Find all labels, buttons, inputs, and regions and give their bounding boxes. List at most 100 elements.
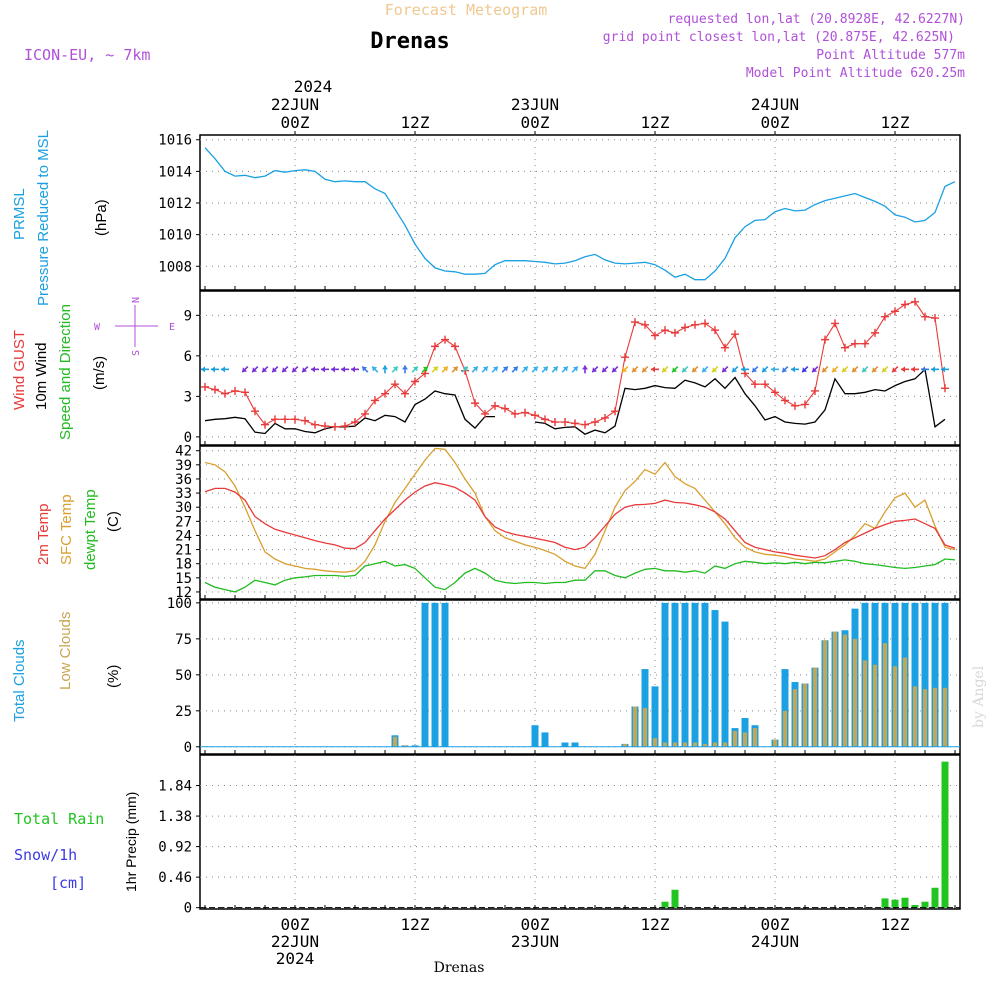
wind-arrow [871, 365, 879, 373]
wind-arrow-head [682, 367, 688, 373]
wind-arrow [651, 366, 659, 373]
wind-arrow-head [782, 367, 788, 373]
meteogram-subtitle: Forecast Meteogram [385, 1, 548, 19]
series-line-sfc-temp [204, 447, 956, 573]
bottom-axis-label: 12Z [641, 915, 670, 934]
gust-marker [701, 319, 709, 328]
top-axis-label: 00Z [761, 113, 790, 132]
bar-total-clouds [711, 610, 719, 747]
y-tick-label: 24 [175, 528, 192, 544]
y-tick-label: 21 [175, 543, 192, 559]
wind-arrow-head [432, 366, 438, 372]
wind-arrow-head [852, 367, 858, 373]
gust-marker [651, 331, 659, 340]
wind-arrow [661, 365, 669, 373]
bar-low-clouds [753, 728, 757, 747]
y-tick-label: 0.92 [158, 840, 192, 856]
wind-arrow [201, 366, 209, 373]
wind-arrow [891, 365, 899, 373]
gust-marker [531, 411, 539, 420]
bar-total-clouds [681, 602, 689, 747]
bar-low-clouds [643, 707, 647, 747]
gust-marker [271, 415, 279, 424]
gust-marker [411, 377, 419, 386]
panel-frame [199, 754, 961, 910]
wind-arrow [402, 365, 408, 374]
bar-total-clouds [441, 602, 449, 747]
bar-low-clouds [863, 660, 867, 747]
bar-low-clouds [923, 689, 927, 747]
gust-marker [611, 407, 619, 416]
bar-total-clouds [651, 686, 659, 747]
wind-arrow-head [892, 367, 898, 373]
y-tick-label: 0 [184, 740, 192, 756]
wind-arrow [921, 366, 929, 373]
wind-arrow [821, 365, 829, 373]
gust-marker [691, 320, 699, 329]
wind-arrow [382, 365, 388, 374]
wind-arrow [601, 365, 609, 373]
gust-marker [341, 422, 349, 431]
wind-arrow-head [452, 366, 458, 372]
bar-low-clouds [743, 732, 747, 747]
wind-arrow-head [692, 367, 698, 373]
wind-arrow [531, 365, 539, 373]
wind-arrow [491, 365, 499, 373]
bar-total-clouds [911, 602, 919, 747]
wind-arrow [931, 366, 939, 373]
bar-low-clouds [783, 710, 787, 747]
gust-marker [231, 386, 239, 395]
wind-arrow-head [931, 366, 935, 373]
wind-arrow [641, 365, 649, 373]
y-tick-label: 33 [175, 486, 192, 502]
wind-arrow-head [442, 366, 448, 372]
gust-marker [381, 389, 389, 398]
bar-low-clouds [843, 634, 847, 747]
model-altitude: Model Point Altitude 620.25m [746, 66, 965, 81]
wind-arrow [781, 365, 789, 373]
wind-arrow [341, 366, 349, 373]
wind-arrow [691, 365, 699, 373]
temp-2m-label: 2m Temp [35, 504, 52, 565]
footer-location: Drenas [434, 960, 485, 976]
precip-unit: 1hr Precip (mm) [123, 792, 139, 892]
gust-marker [601, 413, 609, 422]
wind-arrow [771, 366, 779, 373]
y-tick-label: 12 [175, 585, 192, 601]
wind-arrow [211, 366, 219, 373]
bar-low-clouds [633, 706, 637, 747]
bar-total-clouds [721, 621, 729, 747]
y-tick-label: 1008 [158, 259, 192, 275]
wind-arrow [471, 365, 479, 373]
wind-arrow-head [872, 367, 878, 373]
wind-arrow [681, 365, 689, 373]
bar-low-clouds [623, 743, 627, 747]
top-axis-label: 24JUN [751, 95, 799, 114]
wind-arrow-head [632, 367, 638, 373]
bar-low-clouds [793, 689, 797, 747]
panel-frame [199, 134, 961, 291]
wind-compass: N S W E [94, 297, 175, 356]
wind-arrow [451, 365, 459, 373]
wind-arrow-head [762, 367, 768, 373]
bottom-axis-label: 24JUN [751, 932, 799, 951]
pressure-label-prmsl: PRMSL [11, 188, 28, 240]
y-tick-label: 15 [175, 571, 192, 587]
pressure-label-reduced: Pressure Reduced to MSL [35, 130, 52, 306]
total-clouds-label: Total Clouds [11, 639, 28, 722]
wind-arrow-head [311, 366, 315, 373]
wind-arrow-head [542, 366, 548, 372]
wind-arrow-head [351, 366, 355, 373]
gust-marker [751, 380, 759, 389]
gust-marker [351, 418, 359, 427]
bar-low-clouds [893, 666, 897, 747]
wind-arrow [861, 365, 869, 373]
wind-arrow [391, 365, 399, 373]
wind-arrow-head [642, 367, 648, 373]
bar-low-clouds [713, 742, 717, 747]
series-line-2m-temp [204, 482, 956, 559]
bar-total-clouds [571, 742, 579, 747]
compass-e: E [169, 322, 175, 333]
gust-marker [591, 418, 599, 427]
